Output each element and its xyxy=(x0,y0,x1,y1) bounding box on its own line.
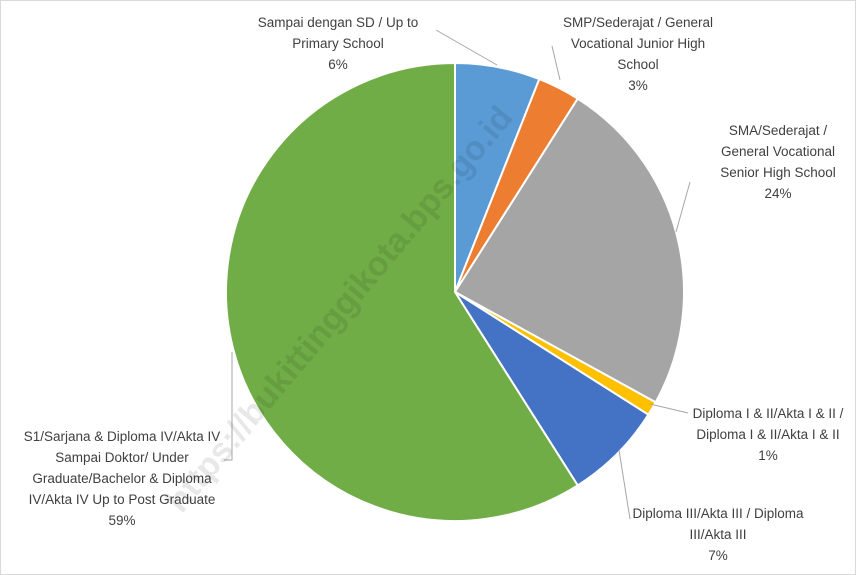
category-label: Sampai dengan SD / Up to Primary School xyxy=(257,15,419,51)
category-label: S1/Sarjana & Diploma IV/Akta IV Sampai D… xyxy=(23,429,221,507)
value-label: 1% xyxy=(758,448,778,463)
value-label: 3% xyxy=(628,78,648,93)
leader-line xyxy=(618,449,631,520)
leader-line xyxy=(551,45,561,81)
category-label: Diploma III/Akta III / Diploma III/Akta … xyxy=(632,506,804,542)
pie-slice xyxy=(225,61,580,522)
value-label: 7% xyxy=(708,548,728,563)
pie-slice xyxy=(453,97,685,404)
slice-label: SMP/Sederajat / General Vocational Junio… xyxy=(558,12,718,96)
value-label: 24% xyxy=(764,186,792,201)
leader-line xyxy=(435,29,498,66)
leader-line xyxy=(649,403,689,414)
leader-lines xyxy=(224,29,691,520)
category-label: SMA/Sederajat / General Vocational Senio… xyxy=(720,123,836,180)
category-label: SMP/Sederajat / General Vocational Junio… xyxy=(562,15,714,72)
slice-label: SMA/Sederajat / General Vocational Senio… xyxy=(703,120,853,204)
leader-line xyxy=(675,181,691,233)
leader-line xyxy=(224,352,233,461)
value-label: 6% xyxy=(328,57,348,72)
slice-label: Sampai dengan SD / Up to Primary School 6… xyxy=(243,12,433,75)
category-label: Diploma I & II/Akta I & II / Diploma I &… xyxy=(692,406,844,442)
slice-label: Diploma III/Akta III / Diploma III/Akta … xyxy=(628,503,808,566)
slice-label: Diploma I & II/Akta I & II / Diploma I &… xyxy=(683,403,853,466)
slice-label: S1/Sarjana & Diploma IV/Akta IV Sampai D… xyxy=(12,426,232,531)
value-label: 59% xyxy=(108,513,136,528)
